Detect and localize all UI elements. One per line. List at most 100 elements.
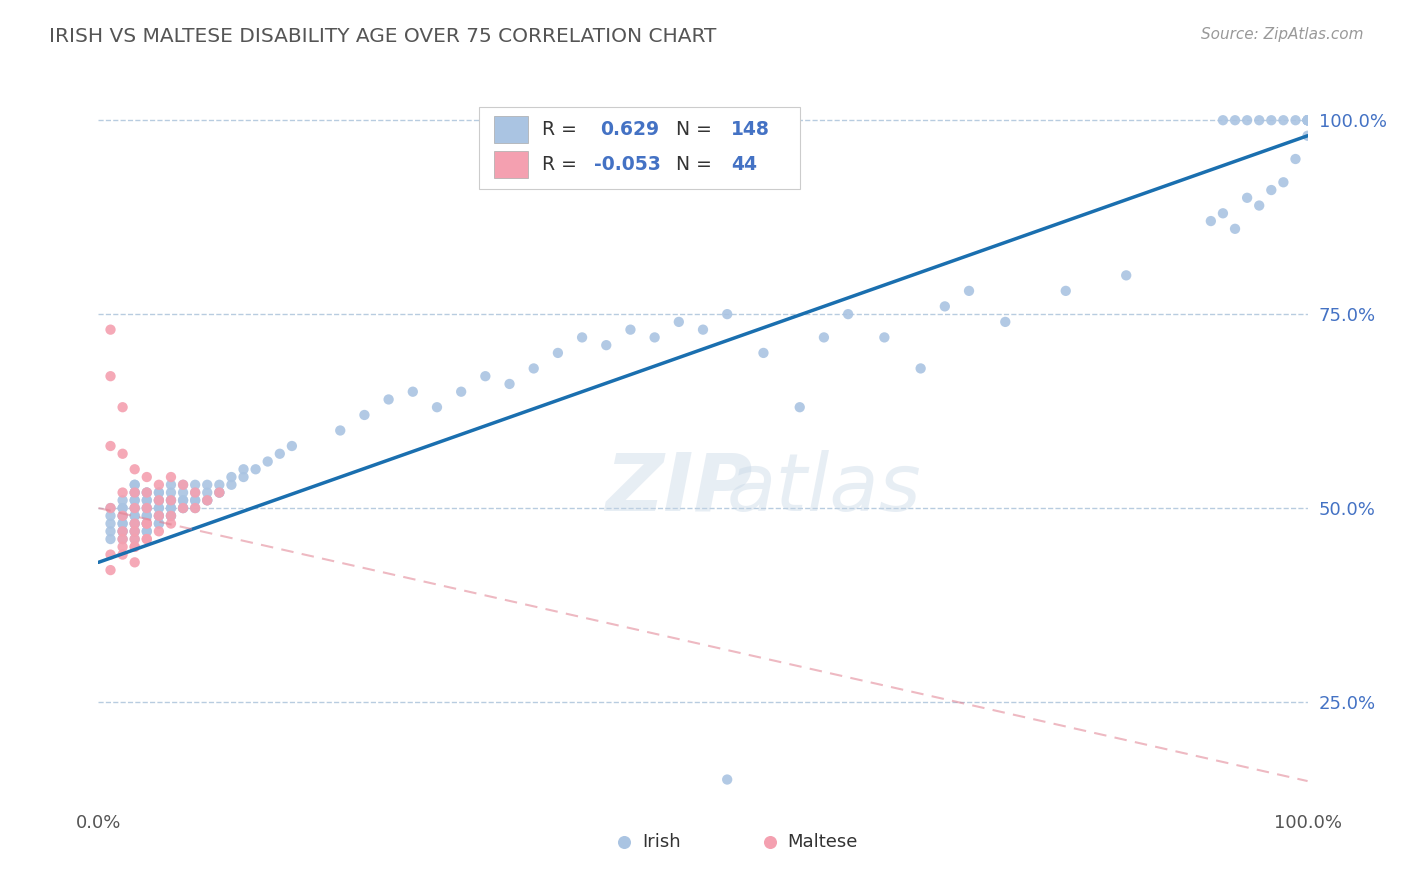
Point	[100, 548, 122, 562]
Point	[1272, 175, 1295, 189]
Point	[124, 477, 146, 491]
Point	[1223, 222, 1246, 236]
Point	[135, 524, 157, 539]
Point	[111, 516, 134, 531]
Point	[111, 532, 134, 546]
Point	[232, 462, 254, 476]
Point	[135, 470, 157, 484]
Point	[160, 470, 183, 484]
Point	[269, 447, 291, 461]
Point	[619, 323, 641, 337]
Point	[148, 501, 170, 516]
Point	[148, 485, 170, 500]
Point	[148, 524, 170, 539]
Point	[160, 508, 183, 523]
Point	[184, 493, 207, 508]
Point	[124, 516, 146, 531]
Point	[111, 524, 134, 539]
Point	[124, 532, 146, 546]
Point	[547, 346, 569, 360]
Text: N =: N =	[676, 120, 713, 139]
Point	[135, 532, 157, 546]
Point	[111, 524, 134, 539]
Point	[195, 493, 218, 508]
Point	[160, 501, 183, 516]
Point	[1296, 113, 1319, 128]
Text: 148: 148	[731, 120, 769, 139]
Point	[668, 315, 690, 329]
Point	[111, 508, 134, 523]
Point	[1296, 113, 1319, 128]
Point	[523, 361, 546, 376]
Point	[692, 323, 714, 337]
Point	[135, 508, 157, 523]
Point	[135, 532, 157, 546]
Point	[148, 477, 170, 491]
Point	[353, 408, 375, 422]
Point	[184, 493, 207, 508]
Text: R =: R =	[543, 120, 576, 139]
Point	[377, 392, 399, 407]
Point	[111, 540, 134, 554]
Point	[184, 485, 207, 500]
Point	[571, 330, 593, 344]
Point	[172, 485, 194, 500]
Point	[148, 508, 170, 523]
Point	[1296, 113, 1319, 128]
Point	[124, 555, 146, 569]
Point	[498, 376, 520, 391]
Point	[100, 439, 122, 453]
Point	[426, 401, 449, 415]
Point	[124, 477, 146, 491]
Point	[135, 485, 157, 500]
Text: 44: 44	[731, 154, 756, 174]
Point	[148, 501, 170, 516]
Point	[111, 524, 134, 539]
Point	[135, 485, 157, 500]
Point	[160, 508, 183, 523]
Point	[100, 516, 122, 531]
Point	[135, 501, 157, 516]
Point	[172, 477, 194, 491]
Point	[595, 338, 617, 352]
Point	[245, 462, 267, 476]
Point	[111, 447, 134, 461]
Point	[644, 330, 666, 344]
Point	[195, 477, 218, 491]
Point	[148, 508, 170, 523]
Point	[111, 516, 134, 531]
Text: Irish: Irish	[643, 833, 681, 851]
Point	[135, 516, 157, 531]
Point	[208, 485, 231, 500]
Point	[160, 493, 183, 508]
Point	[813, 330, 835, 344]
Point	[184, 485, 207, 500]
Point	[160, 501, 183, 516]
Point	[195, 493, 218, 508]
Point	[208, 485, 231, 500]
Point	[195, 485, 218, 500]
Point	[281, 439, 304, 453]
Point	[135, 501, 157, 516]
Text: 0.629: 0.629	[600, 120, 659, 139]
Point	[160, 508, 183, 523]
Point	[172, 493, 194, 508]
Point	[1223, 113, 1246, 128]
Point	[1249, 198, 1271, 212]
Point	[135, 501, 157, 516]
Point	[135, 516, 157, 531]
Point	[1249, 113, 1271, 128]
Point	[1115, 268, 1137, 283]
Point	[256, 454, 278, 468]
Point	[1296, 128, 1319, 143]
Point	[789, 401, 811, 415]
Point	[1236, 113, 1258, 128]
Point	[148, 516, 170, 531]
Point	[124, 524, 146, 539]
Point	[957, 284, 980, 298]
Point	[124, 540, 146, 554]
Point	[1296, 113, 1319, 128]
Text: atlas: atlas	[727, 450, 921, 528]
Point	[124, 501, 146, 516]
Point	[1199, 214, 1222, 228]
